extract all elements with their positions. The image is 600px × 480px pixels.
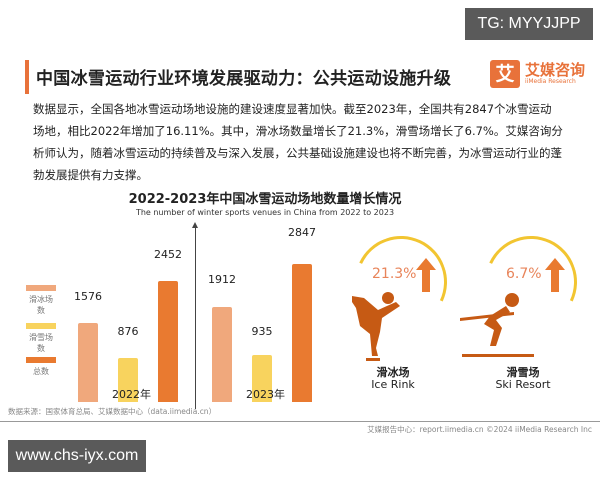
- caption-cn: 滑冰场: [376, 366, 410, 379]
- legend-label: 滑雪场数: [29, 333, 53, 353]
- x-label-2023: 2023年: [246, 388, 285, 401]
- watermark-top: TG: MYYJJPP: [465, 8, 593, 40]
- bar-value: 2452: [154, 248, 182, 261]
- bar-2022-ski: [118, 358, 138, 402]
- bar-2022-ice: [78, 323, 98, 402]
- legend-swatch: [26, 285, 56, 291]
- chart-subtitle: The number of winter sports venues in Ch…: [135, 208, 395, 217]
- legend-label: 滑冰场数: [29, 295, 53, 315]
- figure-skater-icon: [352, 292, 400, 361]
- caption-en: Ski Resort: [495, 378, 551, 391]
- caption-cn: 滑雪场: [506, 366, 540, 379]
- legend-label: 总数: [33, 367, 49, 376]
- title-accent-bar: [25, 60, 29, 94]
- skier-icon: [460, 293, 534, 357]
- legend-swatch: [26, 357, 56, 363]
- legend-item-ski: 滑雪场数: [26, 323, 56, 354]
- data-source: 数据来源：国家体育总局、艾媒数据中心（data.iimedia.cn）: [8, 407, 217, 416]
- watermark-bottom: www.chs-iyx.com: [8, 440, 146, 472]
- bar-2022-total: [158, 281, 178, 402]
- divider-axis: [192, 222, 198, 409]
- growth-pct: 6.7%: [506, 266, 542, 282]
- legend-item-total: 总数: [26, 357, 56, 377]
- bar-value: 2847: [288, 226, 316, 239]
- logo-en: iiMedia Research: [525, 78, 576, 85]
- bar-2023-total: [292, 264, 312, 402]
- logo: 艾 艾媒咨询 iiMedia Research: [490, 60, 585, 88]
- footer-divider: [0, 421, 600, 422]
- chart-title: 2022-2023年中国冰雪运动场地数量增长情况: [128, 192, 402, 207]
- bar-value: 876: [117, 325, 139, 338]
- growth-pct: 21.3%: [372, 266, 417, 282]
- arrow-up-icon: [416, 258, 436, 292]
- legend-item-ice: 滑冰场数: [26, 285, 56, 316]
- logo-cn: 艾媒咨询: [525, 61, 586, 79]
- page-title: 中国冰雪运动行业环境发展驱动力：公共运动设施升级: [36, 69, 452, 89]
- arrow-up-icon: [545, 258, 565, 292]
- bar-2023-ice: [212, 307, 232, 402]
- bar-value: 1576: [74, 290, 102, 303]
- footer-credit: 艾媒报告中心：report.iimedia.cn ©2024 iiMedia R…: [367, 425, 592, 434]
- bar-value: 1912: [208, 273, 236, 286]
- legend-swatch: [26, 323, 56, 329]
- logo-mark-icon: 艾: [490, 60, 520, 88]
- summary-paragraph: 数据显示，全国各地冰雪运动场地设施的建设速度显著加快。截至2023年，全国共有2…: [33, 102, 563, 182]
- bar-2023-ski: [252, 355, 272, 402]
- caption-en: Ice Rink: [371, 378, 415, 391]
- x-label-2022: 2022年: [112, 388, 151, 401]
- bar-value: 935: [251, 325, 273, 338]
